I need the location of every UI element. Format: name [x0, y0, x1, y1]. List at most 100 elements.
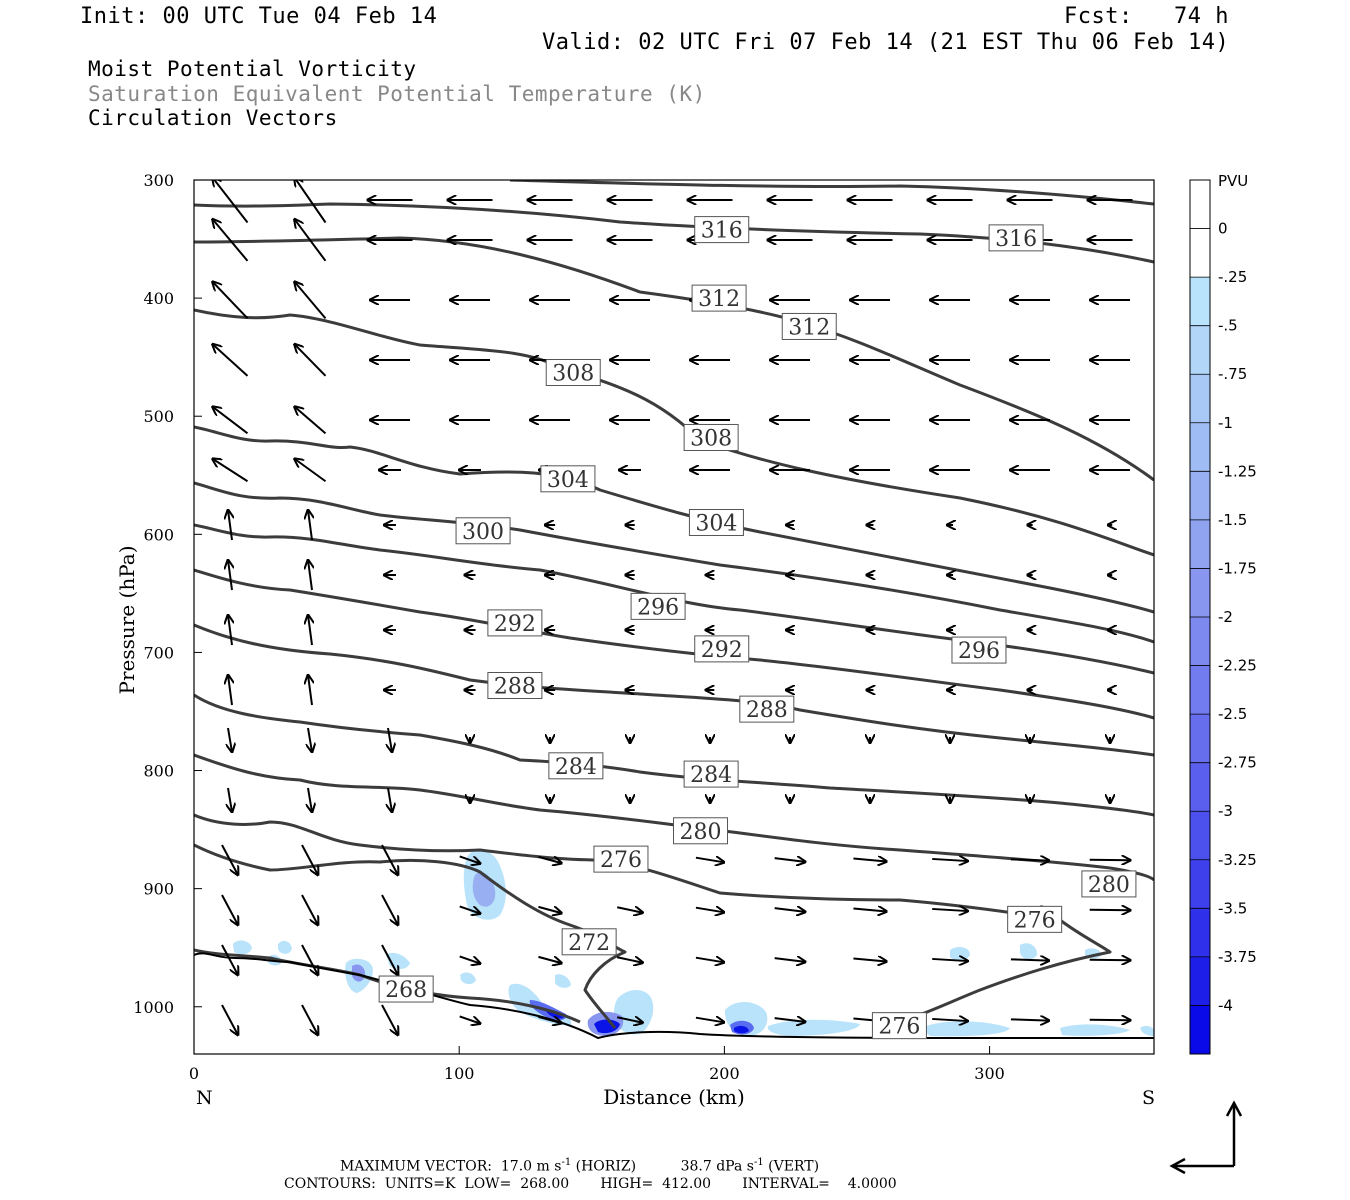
contour-304 [194, 425, 1154, 614]
circulation-vector [301, 944, 318, 975]
contour-label: 300 [455, 517, 511, 545]
colorbar-swatch [1190, 714, 1210, 764]
svg-text:296: 296 [637, 595, 679, 620]
contour-label: 304 [540, 465, 596, 493]
circulation-vector [295, 459, 327, 483]
colorbar-tick-label: -2.5 [1218, 705, 1247, 723]
circulation-vector [853, 859, 886, 862]
circulation-vector [213, 282, 249, 320]
circulation-vector [295, 219, 327, 262]
circulation-vector [616, 957, 643, 962]
svg-text:288: 288 [494, 675, 536, 700]
y-tick-label: 500 [143, 407, 174, 426]
colorbar-swatch [1190, 1005, 1210, 1055]
circulation-vector [308, 615, 312, 646]
axes: 0 100 200 300 300 400 500 600 700 800 900 1000 [133, 171, 1005, 1083]
y-tick-label: 800 [143, 762, 174, 781]
colorbar-tick-label: -3.25 [1218, 851, 1257, 869]
contour-labels: 316 316 312 312 308 308 304 304 300 296 296 292 292 2… [378, 216, 1137, 1040]
contour-label: 276 [593, 845, 649, 873]
reference-vector-icon [1169, 1100, 1243, 1175]
circulation-vector [381, 894, 398, 925]
circulation-vector [1010, 959, 1049, 960]
north-label: N [196, 1087, 213, 1109]
circulation-vector [381, 844, 398, 875]
y-tick-label: 600 [143, 525, 174, 544]
colorbar-swatch [1190, 908, 1210, 958]
colorbar-tick-label: -1.75 [1218, 559, 1257, 577]
circulation-vector [308, 727, 312, 752]
circulation-vector [932, 909, 968, 911]
contour-label: 304 [688, 509, 744, 537]
colorbar-swatch [1190, 762, 1210, 812]
circulation-vector [538, 1015, 561, 1023]
circulation-vector [695, 958, 724, 963]
contour-label: 312 [781, 312, 837, 340]
circulation-vector [221, 944, 238, 975]
contour-320 [509, 180, 1154, 206]
circulation-vector [308, 787, 312, 812]
circulation-vector [295, 344, 327, 377]
x-tick-label: 100 [444, 1064, 475, 1083]
y-tick-label: 900 [143, 880, 174, 899]
circulation-vector [381, 1004, 398, 1035]
colorbar-swatch [1190, 811, 1210, 861]
svg-text:308: 308 [552, 362, 594, 387]
circulation-vector [221, 894, 238, 925]
contour-300 [194, 481, 1154, 644]
circulation-vector [853, 909, 886, 912]
circulation-vector [295, 180, 327, 224]
contour-label: 316 [694, 216, 750, 244]
y-axis-title: Pressure (hPa) [115, 546, 139, 695]
circulation-vector [774, 1018, 806, 1022]
colorbar-tick-label: -3.5 [1218, 899, 1247, 917]
circulation-vector [308, 675, 312, 706]
colorbar-tick-label: -4 [1218, 996, 1233, 1014]
circulation-vector [228, 510, 232, 541]
colorbar-swatch [1190, 374, 1210, 424]
terrain-line [194, 952, 1154, 1040]
colorbar-swatch [1190, 422, 1210, 472]
circulation-vector [932, 1019, 968, 1021]
colorbar-tick-label: -.25 [1218, 268, 1247, 286]
circulation-vector [1010, 859, 1049, 860]
circulation-vector [695, 908, 724, 913]
x-tick-label: 200 [709, 1064, 740, 1083]
contour-label: 272 [561, 928, 617, 956]
contour-308 [194, 308, 1154, 557]
x-tick-label: 0 [189, 1064, 199, 1083]
circulation-vector [459, 855, 481, 863]
forecast-hour: Fcst: 74 h [1064, 4, 1229, 29]
colorbar-swatch [1190, 956, 1210, 1006]
circulation-vector [388, 787, 392, 812]
circulation-vector [932, 959, 968, 961]
circulation-vector [228, 727, 232, 752]
circulation-vector [301, 844, 318, 875]
colorbar-swatch [1190, 180, 1210, 230]
circulation-vector [695, 858, 724, 863]
contour-label: 284 [683, 760, 739, 788]
circulation-vector [1010, 1019, 1049, 1020]
circulation-vector [308, 560, 312, 591]
colorbar-tick-label: -1.25 [1218, 462, 1257, 480]
svg-text:316: 316 [995, 227, 1037, 252]
y-tick-label: 300 [143, 171, 174, 190]
plot-frame [193, 179, 1155, 1055]
svg-text:276: 276 [1014, 908, 1056, 933]
colorbar-swatch [1190, 617, 1210, 667]
contour-label: 296 [630, 592, 686, 620]
colorbar-tick-label: 0 [1218, 220, 1228, 238]
contour-label: 280 [1081, 870, 1137, 898]
svg-text:288: 288 [746, 698, 788, 723]
colorbar-swatch [1190, 859, 1210, 909]
svg-text:272: 272 [568, 931, 610, 956]
svg-text:316: 316 [701, 219, 743, 244]
colorbar-tick-label: -.75 [1218, 365, 1247, 383]
colorbar-swatch [1190, 325, 1210, 375]
colorbar-tick-label: -2.25 [1218, 657, 1257, 675]
circulation-vector [301, 1004, 318, 1035]
svg-text:304: 304 [695, 512, 737, 537]
circulation-vectors [213, 180, 1133, 1036]
svg-text:308: 308 [690, 426, 732, 451]
